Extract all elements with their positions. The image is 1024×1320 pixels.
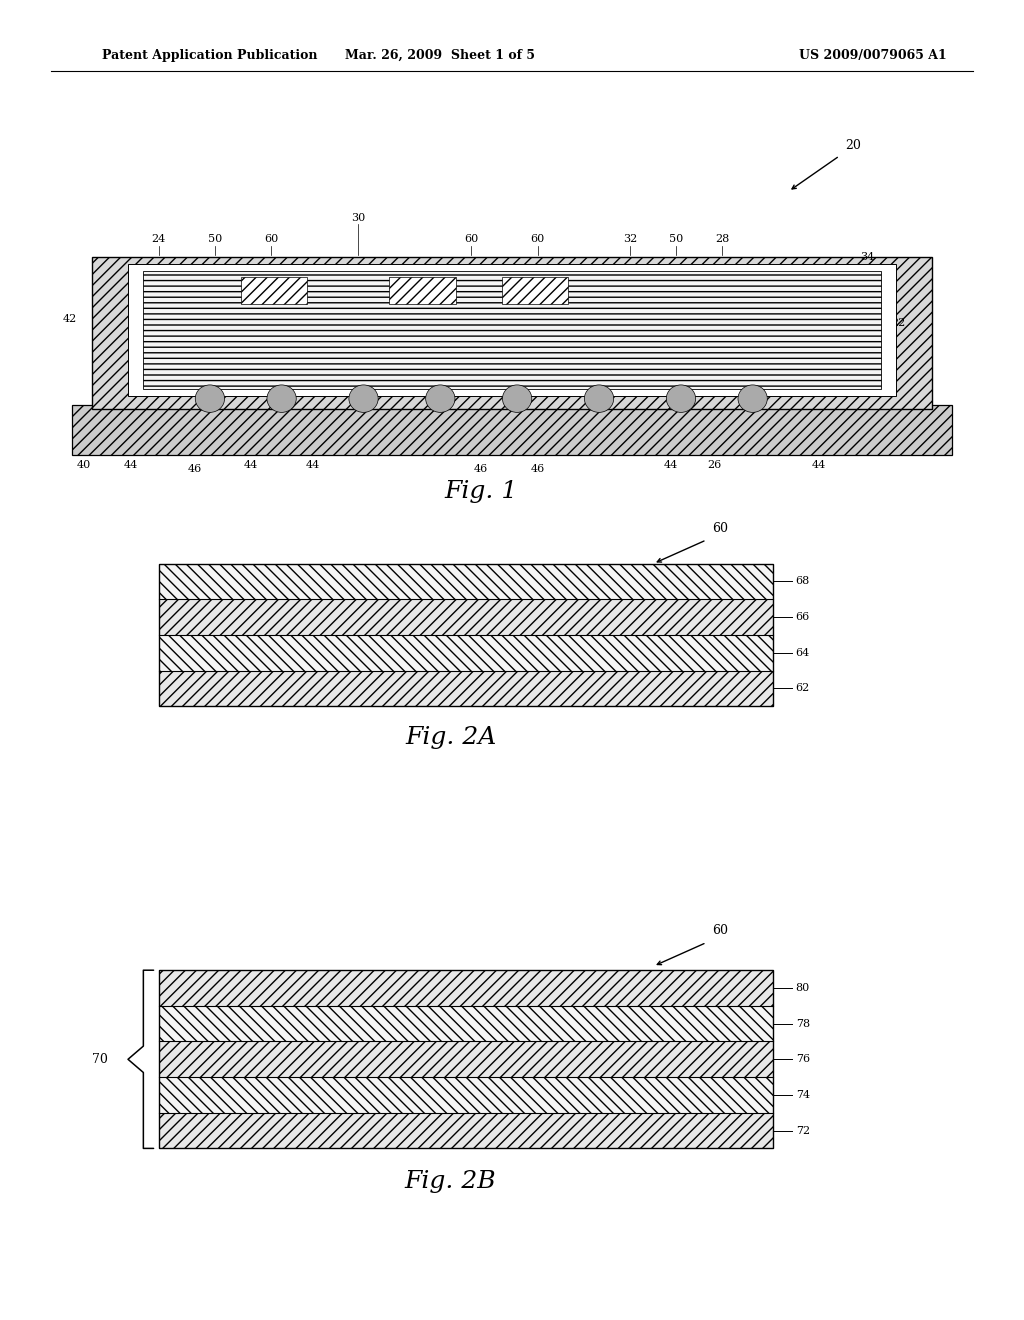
Text: 46: 46 — [530, 463, 545, 474]
Bar — [159, 970, 773, 1148]
Text: 22: 22 — [891, 318, 905, 329]
Text: Fig. 2A: Fig. 2A — [404, 726, 497, 748]
Text: 24: 24 — [152, 234, 166, 244]
Bar — [159, 564, 773, 599]
Bar — [241, 277, 307, 304]
Text: Patent Application Publication: Patent Application Publication — [102, 49, 317, 62]
Ellipse shape — [738, 385, 767, 412]
Text: 64: 64 — [796, 648, 810, 657]
Bar — [159, 635, 773, 671]
Bar — [159, 564, 773, 706]
Ellipse shape — [349, 385, 378, 412]
Text: 46: 46 — [474, 463, 488, 474]
Text: 34: 34 — [860, 252, 874, 263]
Bar — [159, 1041, 773, 1077]
Bar — [143, 271, 881, 389]
Text: US 2009/0079065 A1: US 2009/0079065 A1 — [799, 49, 946, 62]
Bar — [92, 257, 932, 409]
Ellipse shape — [503, 385, 531, 412]
Text: Fig. 1: Fig. 1 — [444, 480, 518, 503]
Text: 60: 60 — [264, 234, 279, 244]
Text: 44: 44 — [664, 459, 678, 470]
Ellipse shape — [196, 385, 224, 412]
Text: 42: 42 — [62, 314, 77, 325]
Text: 78: 78 — [796, 1019, 810, 1028]
Text: 20: 20 — [845, 139, 861, 152]
Ellipse shape — [667, 385, 695, 412]
Text: 74: 74 — [796, 1090, 810, 1100]
Text: 44: 44 — [124, 459, 138, 470]
Bar — [159, 1113, 773, 1148]
Bar — [128, 264, 896, 396]
Text: 50: 50 — [669, 234, 683, 244]
Text: 44: 44 — [305, 459, 319, 470]
Text: Mar. 26, 2009  Sheet 1 of 5: Mar. 26, 2009 Sheet 1 of 5 — [345, 49, 536, 62]
Text: 44: 44 — [812, 459, 826, 470]
Text: 60: 60 — [464, 234, 478, 244]
Text: 68: 68 — [796, 577, 810, 586]
Text: 76: 76 — [796, 1055, 810, 1064]
Ellipse shape — [426, 385, 455, 412]
Text: 60: 60 — [712, 521, 728, 535]
Text: 26: 26 — [708, 459, 722, 470]
Text: 30: 30 — [351, 213, 366, 223]
Text: Fig. 2B: Fig. 2B — [404, 1170, 497, 1192]
Text: 60: 60 — [530, 234, 545, 244]
Text: 40: 40 — [77, 459, 91, 470]
Text: 50: 50 — [208, 234, 222, 244]
Text: 66: 66 — [796, 612, 810, 622]
Bar — [159, 599, 773, 635]
Bar — [502, 277, 568, 304]
Text: 28: 28 — [715, 234, 729, 244]
Ellipse shape — [585, 385, 613, 412]
Text: 72: 72 — [796, 1126, 810, 1135]
Text: 44: 44 — [244, 459, 258, 470]
Bar — [159, 1006, 773, 1041]
Text: 70: 70 — [91, 1053, 108, 1067]
Bar — [159, 671, 773, 706]
Bar — [159, 970, 773, 1006]
Ellipse shape — [267, 385, 296, 412]
Bar — [389, 277, 456, 304]
Text: 62: 62 — [796, 684, 810, 693]
Text: 60: 60 — [712, 924, 728, 937]
Text: 46: 46 — [187, 463, 202, 474]
Text: 32: 32 — [623, 234, 637, 244]
Bar — [159, 1077, 773, 1113]
Text: 80: 80 — [796, 983, 810, 993]
Bar — [72, 405, 952, 455]
